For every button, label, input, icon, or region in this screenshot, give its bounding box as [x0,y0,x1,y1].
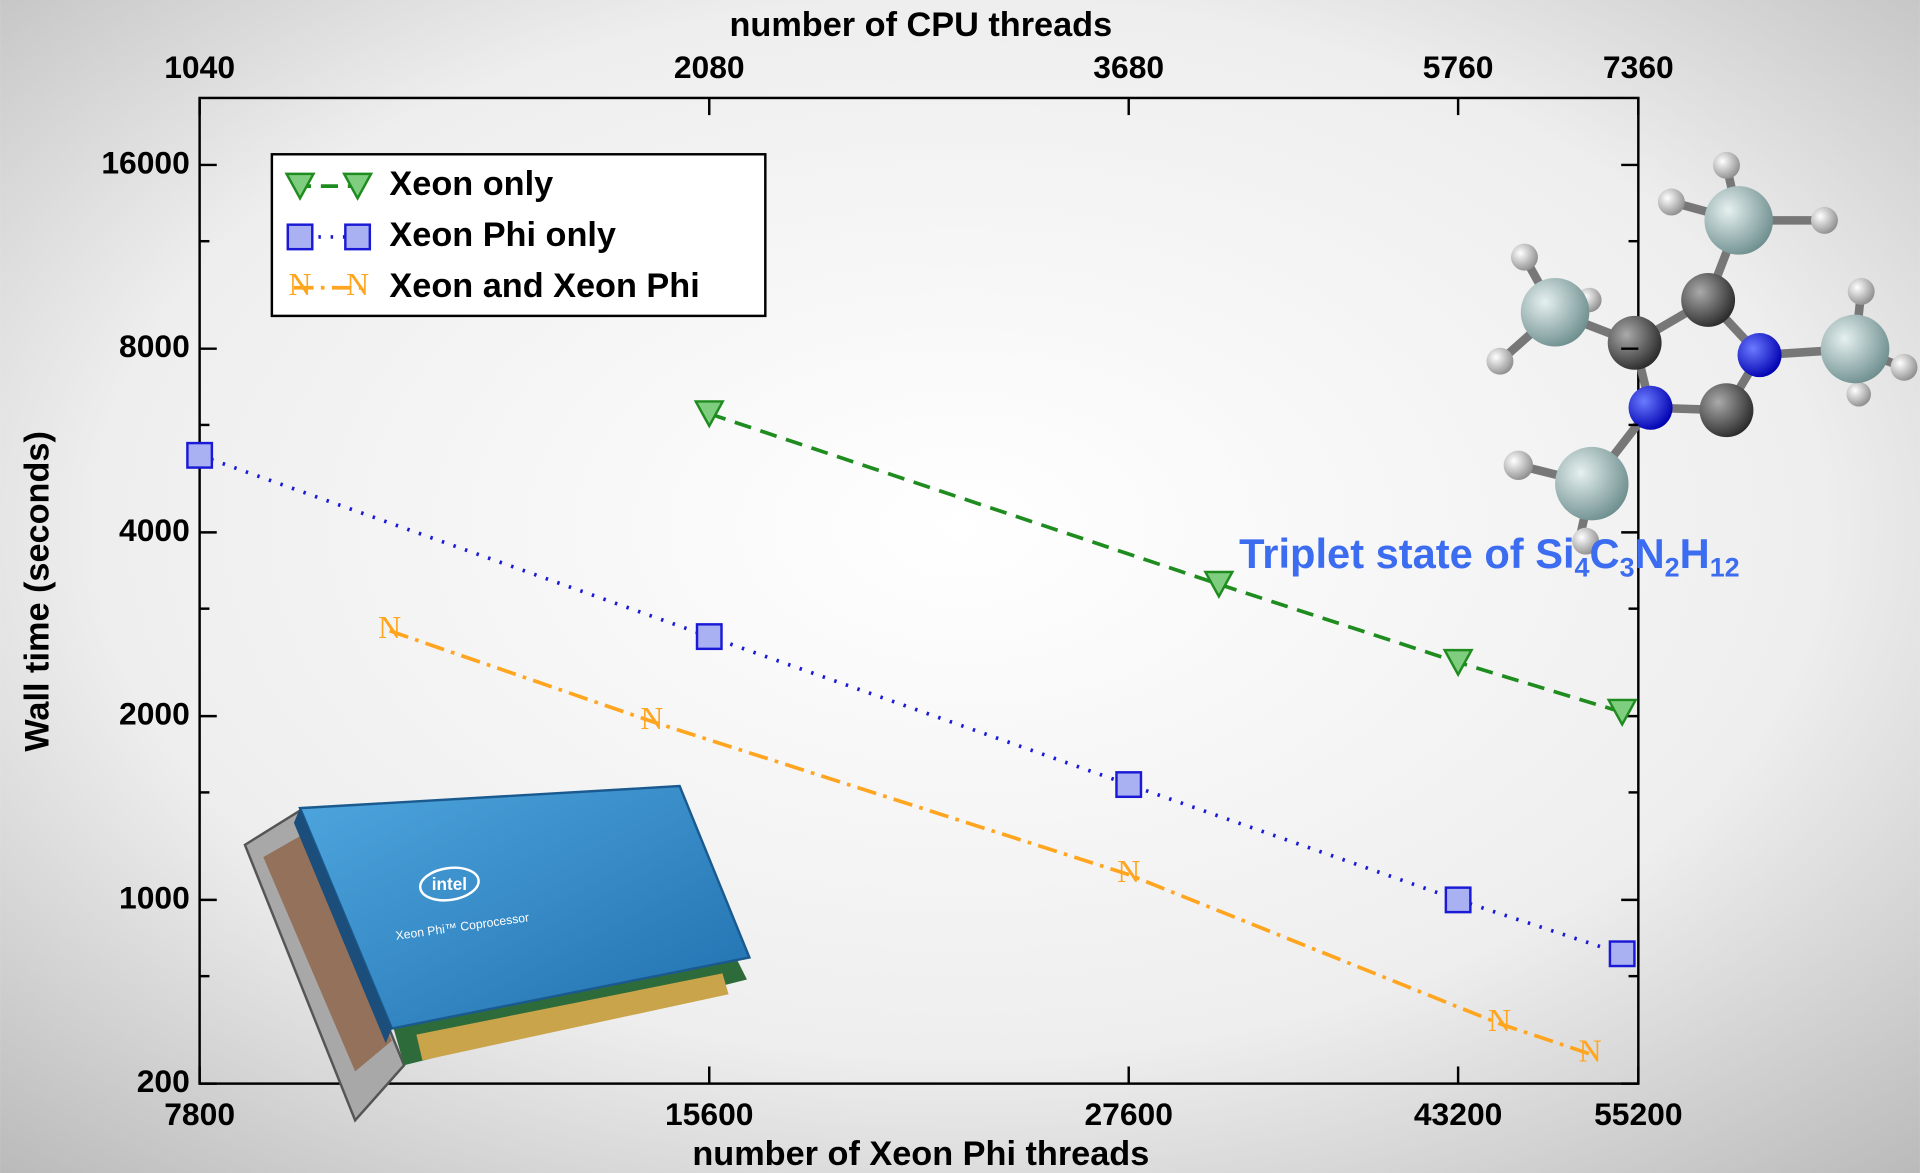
y-tick-label: 1000 [119,879,190,915]
x-tick-label: 43200 [1414,1096,1503,1132]
square-marker [1610,942,1634,966]
x-tick-label: 7800 [164,1096,235,1132]
page: {"chart_data": { "type": "line", "xlabel… [0,0,1920,1173]
y-tick-label: 200 [137,1063,190,1099]
legend-marker [288,225,312,249]
square-marker [187,443,211,467]
annotation-subscript: 2 [1665,552,1680,582]
letter-marker: N [1117,854,1140,889]
letter-marker: N [640,701,663,736]
square-marker [1446,888,1470,912]
annotation-text: H [1680,530,1710,577]
x2-axis-title: number of CPU threads [729,6,1112,44]
letter-marker: N [1579,1033,1602,1068]
y-tick-label: 8000 [119,328,190,364]
x2-tick-label: 7360 [1603,49,1674,85]
card-logo: intel [432,874,467,894]
annotation-subscript: 12 [1710,552,1740,582]
annotation-subscript: 4 [1575,552,1590,582]
annotation-text: Triplet state of Si [1239,530,1574,577]
y-axis-title: Wall time (seconds) [18,431,56,752]
legend-label: Xeon and Xeon Phi [389,267,699,305]
x-tick-label: 27600 [1084,1096,1173,1132]
square-marker [1116,772,1140,796]
x2-tick-label: 1040 [164,49,235,85]
y-tick-label: 4000 [119,512,190,548]
legend-marker: N [289,267,312,302]
letter-marker: N [1488,1003,1511,1038]
legend-marker: N [346,267,369,302]
x2-tick-label: 2080 [674,49,745,85]
legend-marker [345,225,369,249]
square-marker [697,624,721,648]
annotation-text: N [1635,530,1665,577]
x-axis-title: number of Xeon Phi threads [692,1135,1149,1173]
chart: intel Xeon Phi™ Coprocessor number of CP… [0,0,1920,1173]
y-tick-label: 16000 [101,144,190,180]
y-tick-label: 2000 [119,696,190,732]
x-tick-label: 15600 [665,1096,754,1132]
letter-marker: N [378,610,401,645]
annotation-text: C [1590,530,1620,577]
annotation-subscript: 3 [1620,552,1635,582]
annotation: Triplet state of Si4C3N2H12 [1239,530,1739,582]
legend-label: Xeon Phi only [389,216,616,254]
legend-label: Xeon only [389,165,553,203]
x-tick-label: 55200 [1594,1096,1683,1132]
x2-tick-label: 3680 [1093,49,1164,85]
x2-tick-label: 5760 [1423,49,1494,85]
